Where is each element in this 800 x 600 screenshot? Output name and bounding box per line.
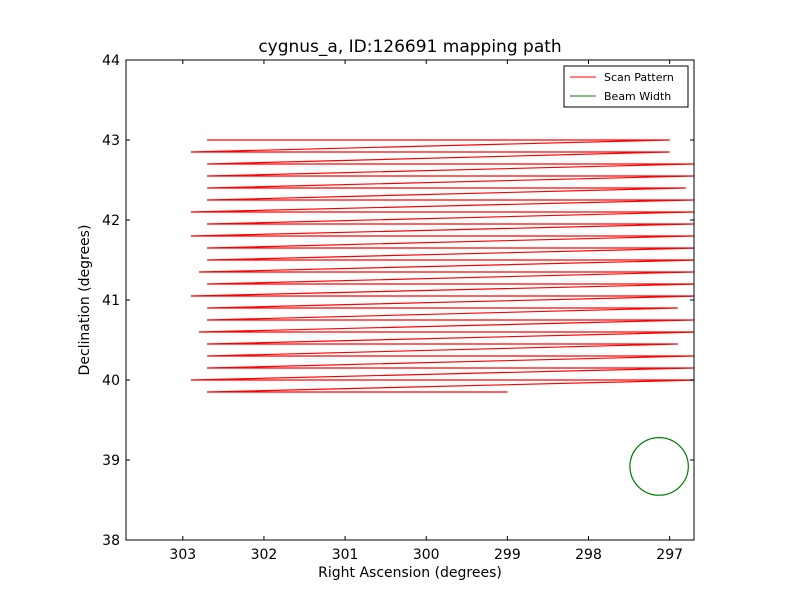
y-tick-label: 40 <box>102 373 120 389</box>
legend-box <box>563 65 689 108</box>
x-tick-label: 300 <box>413 547 440 563</box>
y-tick-label: 42 <box>102 213 120 229</box>
y-axis-ticks: 38 39 40 41 42 43 44 <box>102 53 694 549</box>
legend: Scan Pattern Beam Width <box>563 65 689 108</box>
x-axis-ticks: 303 302 301 300 299 298 297 <box>169 60 683 563</box>
legend-scan-label: Scan Pattern <box>604 71 674 84</box>
x-tick-label: 303 <box>169 547 196 563</box>
scan-pattern-line <box>190 139 694 393</box>
x-tick-label: 302 <box>251 547 278 563</box>
plot-area <box>190 139 694 496</box>
x-tick-label: 301 <box>332 547 359 563</box>
y-tick-label: 44 <box>102 53 120 69</box>
y-tick-label: 38 <box>102 533 120 549</box>
x-axis-label: Right Ascension (degrees) <box>318 565 502 581</box>
axes-frame <box>125 59 695 541</box>
y-axis-label: Declination (degrees) <box>77 225 93 376</box>
y-tick-label: 39 <box>102 453 120 469</box>
y-tick-label: 41 <box>102 293 120 309</box>
x-tick-label: 297 <box>656 547 683 563</box>
y-tick-label: 43 <box>102 133 120 149</box>
x-tick-label: 298 <box>575 547 602 563</box>
beam-width-circle <box>629 437 689 496</box>
series-group <box>190 139 694 496</box>
x-tick-label: 299 <box>494 547 521 563</box>
legend-beam-label: Beam Width <box>604 90 671 103</box>
chart-title: cygnus_a, ID:126691 mapping path <box>258 37 561 57</box>
